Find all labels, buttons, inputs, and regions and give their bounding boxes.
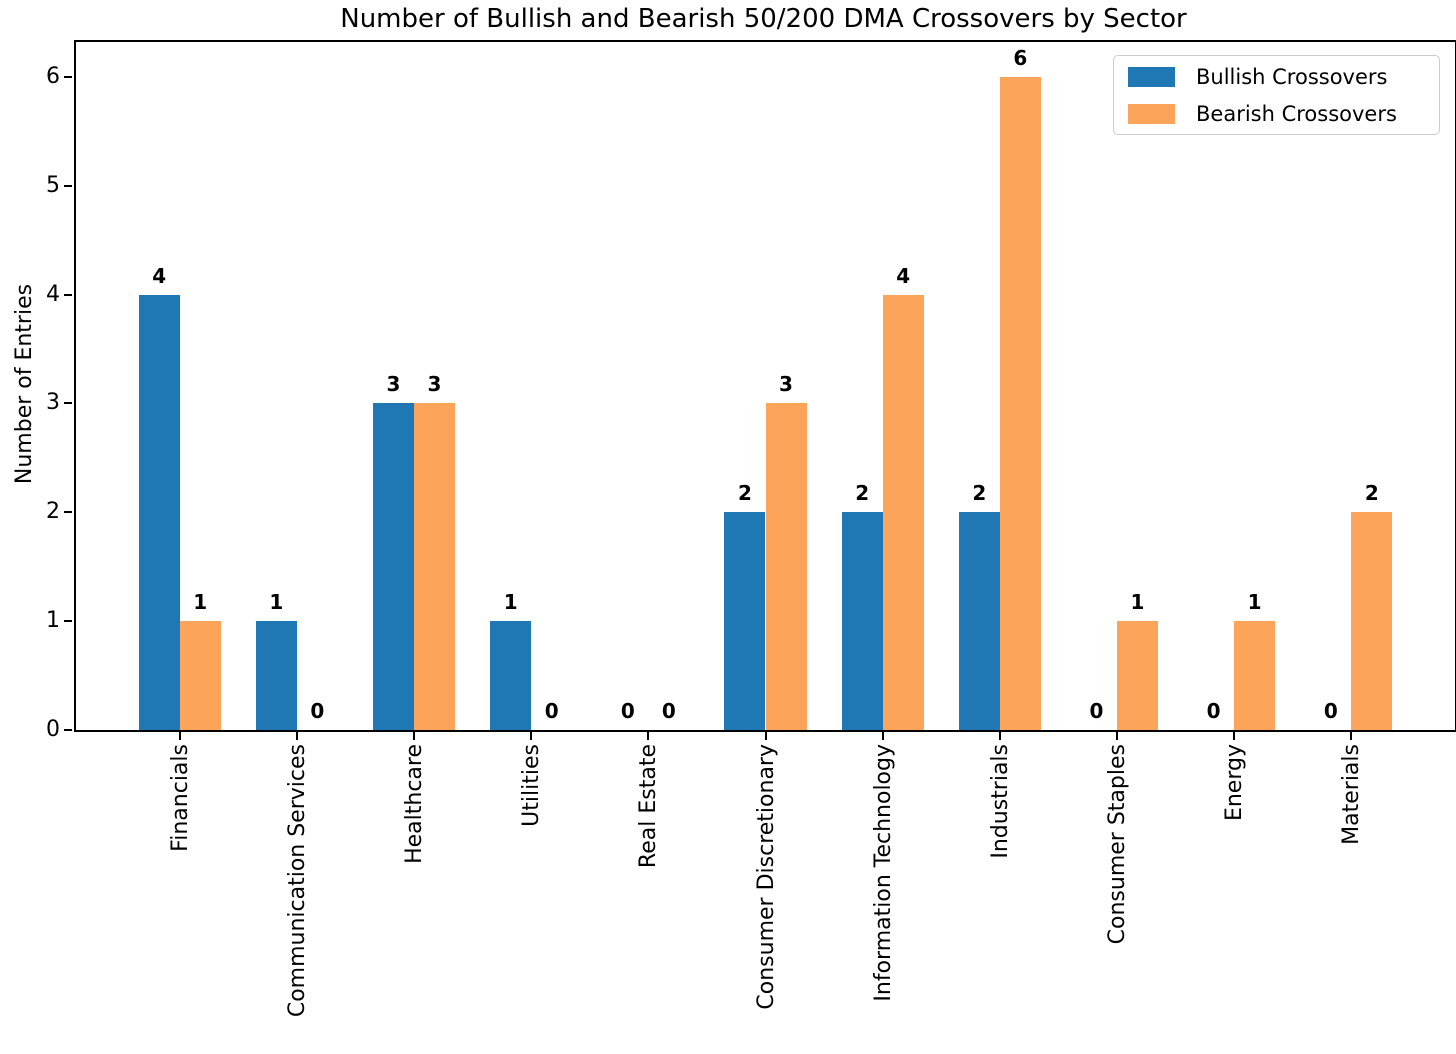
- y-tick-2: [64, 511, 72, 514]
- x-tick-label-utilities: Utilities: [519, 744, 545, 827]
- bar-value-bullish-crossovers-communication-services: 1: [269, 590, 284, 615]
- y-tick-0: [64, 729, 72, 731]
- x-tick-label-healthcare: Healthcare: [402, 744, 427, 864]
- x-tick-label-financials: Financials: [167, 744, 193, 852]
- legend-item-bullish: Bullish Crossovers: [1128, 65, 1425, 89]
- x-tick-label-materials: Materials: [1339, 744, 1365, 845]
- bar-bearish-crossovers-energy: [1234, 621, 1276, 730]
- bar-bullish-crossovers-industrials: [958, 512, 1000, 730]
- bar-value-bullish-crossovers-consumer-staples: 0: [1089, 699, 1104, 723]
- bar-value-bullish-crossovers-energy: 0: [1206, 699, 1221, 723]
- chart-title: Number of Bullish and Bearish 50/200 DMA…: [340, 4, 1187, 34]
- bar-value-bearish-crossovers-consumer-discretionary: 3: [779, 372, 793, 397]
- y-tick-3: [64, 402, 72, 405]
- bar-value-bullish-crossovers-information-technology: 2: [855, 481, 870, 506]
- bar-value-bullish-crossovers-industrials: 2: [972, 481, 987, 506]
- bar-bearish-crossovers-industrials: [999, 76, 1041, 730]
- x-tick-consumer-staples: [1115, 732, 1118, 740]
- bar-value-bearish-crossovers-utilities: 0: [544, 699, 559, 723]
- bar-bullish-crossovers-utilities: [490, 621, 532, 730]
- x-tick-consumer-discretionary: [764, 732, 767, 740]
- x-tick-label-communication-services: Communication Services: [284, 744, 310, 1018]
- x-tick-label-consumer-staples: Consumer Staples: [1104, 744, 1130, 945]
- bar-value-bullish-crossovers-real-estate: 0: [620, 699, 635, 723]
- bar-value-bearish-crossovers-energy: 1: [1247, 590, 1262, 615]
- x-tick-real-estate: [647, 732, 650, 740]
- bar-value-bullish-crossovers-utilities: 1: [503, 590, 518, 615]
- legend-swatch-bearish-icon: [1128, 103, 1175, 124]
- bar-value-bearish-crossovers-communication-services: 0: [310, 699, 325, 723]
- plot-area: Financials 4 1 Communication Services 1 0 Heal…: [46, 42, 1455, 1017]
- legend-swatch-bullish-icon: [1128, 66, 1175, 87]
- x-tick-label-consumer-discretionary: Consumer Discretionary: [753, 744, 779, 1010]
- bar-bearish-crossovers-materials: [1351, 512, 1393, 730]
- x-tick-healthcare: [413, 732, 415, 740]
- bar-value-bullish-crossovers-healthcare: 3: [386, 372, 401, 397]
- y-tick-label-1: 1: [46, 608, 60, 634]
- x-tick-materials: [1350, 732, 1353, 740]
- x-tick-communication-services: [295, 732, 298, 740]
- x-tick-energy: [1233, 732, 1236, 740]
- bar-bearish-crossovers-consumer-discretionary: [765, 403, 807, 730]
- legend: Bullish Crossovers Bearish Crossovers: [1113, 55, 1440, 135]
- bar-value-bearish-crossovers-real-estate: 0: [661, 699, 676, 723]
- bar-value-bearish-crossovers-information-technology: 4: [896, 263, 911, 288]
- bar-value-bearish-crossovers-financials: 1: [193, 590, 208, 615]
- legend-label-bearish: Bearish Crossovers: [1196, 101, 1397, 126]
- y-tick-label-3: 3: [46, 390, 60, 416]
- y-tick-5: [64, 184, 72, 187]
- y-tick-1: [64, 620, 72, 623]
- bar-bearish-crossovers-consumer-staples: [1116, 621, 1158, 730]
- x-tick-information-technology: [881, 732, 884, 740]
- bar-value-bearish-crossovers-consumer-staples: 1: [1130, 590, 1145, 615]
- legend-label-bullish: Bullish Crossovers: [1196, 64, 1388, 89]
- bar-bullish-crossovers-information-technology: [841, 512, 883, 730]
- bar-value-bearish-crossovers-healthcare: 3: [427, 372, 442, 397]
- bar-value-bullish-crossovers-consumer-discretionary: 2: [738, 481, 752, 506]
- bar-bullish-crossovers-healthcare: [373, 403, 414, 730]
- y-tick-label-5: 5: [46, 172, 60, 198]
- bar-bearish-crossovers-healthcare: [414, 403, 455, 730]
- y-tick-label-4: 4: [46, 281, 60, 307]
- y-tick-label-2: 2: [46, 499, 60, 525]
- bar-bullish-crossovers-communication-services: [255, 621, 297, 730]
- x-tick-label-real-estate: Real Estate: [636, 744, 662, 869]
- bar-value-bullish-crossovers-financials: 4: [152, 263, 167, 288]
- bar-bearish-crossovers-financials: [179, 621, 221, 730]
- bar-bullish-crossovers-consumer-discretionary: [724, 512, 766, 730]
- y-tick-6: [64, 75, 72, 78]
- y-tick-4: [64, 293, 72, 296]
- x-tick-label-information-technology: Information Technology: [870, 744, 896, 1002]
- x-tick-label-industrials: Industrials: [987, 744, 1013, 859]
- x-tick-industrials: [998, 732, 1001, 740]
- bar-bearish-crossovers-information-technology: [882, 294, 924, 730]
- y-axis-label: Number of Entries: [12, 283, 37, 485]
- bar-value-bullish-crossovers-materials: 0: [1323, 699, 1338, 723]
- x-tick-financials: [178, 732, 181, 740]
- bar-value-bearish-crossovers-materials: 2: [1364, 481, 1379, 506]
- bar-value-bearish-crossovers-industrials: 6: [1013, 45, 1028, 70]
- y-tick-label-0: 0: [46, 717, 60, 742]
- x-tick-label-energy: Energy: [1222, 744, 1248, 822]
- legend-item-bearish: Bearish Crossovers: [1128, 102, 1425, 126]
- bar-bullish-crossovers-financials: [138, 294, 180, 730]
- y-tick-label-6: 6: [46, 63, 60, 89]
- x-tick-utilities: [530, 732, 533, 740]
